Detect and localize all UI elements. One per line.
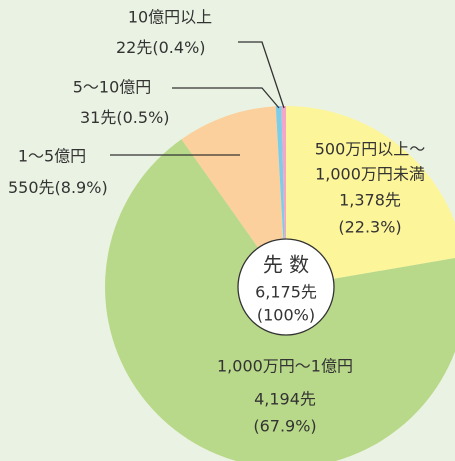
count-label: 1,378先 xyxy=(339,191,401,210)
slice-label: 1,000万円未満 xyxy=(315,165,425,184)
slice-label: 1,000万円～1億円 xyxy=(217,357,353,376)
center-percent: (100%) xyxy=(257,306,315,325)
percent-label: (0.5%) xyxy=(116,108,169,127)
slice-label: 10億円以上 xyxy=(128,8,212,27)
leader-line xyxy=(238,41,285,109)
percent-label: (67.9%) xyxy=(253,417,316,436)
center-total: 6,175先 xyxy=(255,283,317,302)
slice-label: 500万円以上～ xyxy=(315,140,426,159)
slice-label: 1～5億円 xyxy=(18,147,86,166)
slice-value-label: 31先(0.5%) xyxy=(80,108,170,127)
count-label: 4,194先 xyxy=(254,390,316,409)
leader-line xyxy=(172,87,280,109)
center-circle xyxy=(237,238,335,336)
count-label: 31先 xyxy=(80,108,116,127)
pie-slice xyxy=(286,106,455,287)
center-title: 先 数 xyxy=(263,253,309,277)
slice-label: 5～10億円 xyxy=(73,78,152,97)
percent-label: (0.4%) xyxy=(152,38,205,57)
count-label: 550先 xyxy=(8,178,55,197)
pie-slice xyxy=(181,106,286,287)
slice-value-label: 22先(0.4%) xyxy=(116,38,206,57)
count-label: 22先 xyxy=(116,38,152,57)
percent-label: (22.3%) xyxy=(338,218,401,237)
slice-value-label: 550先(8.9%) xyxy=(8,178,108,197)
percent-label: (8.9%) xyxy=(55,178,108,197)
